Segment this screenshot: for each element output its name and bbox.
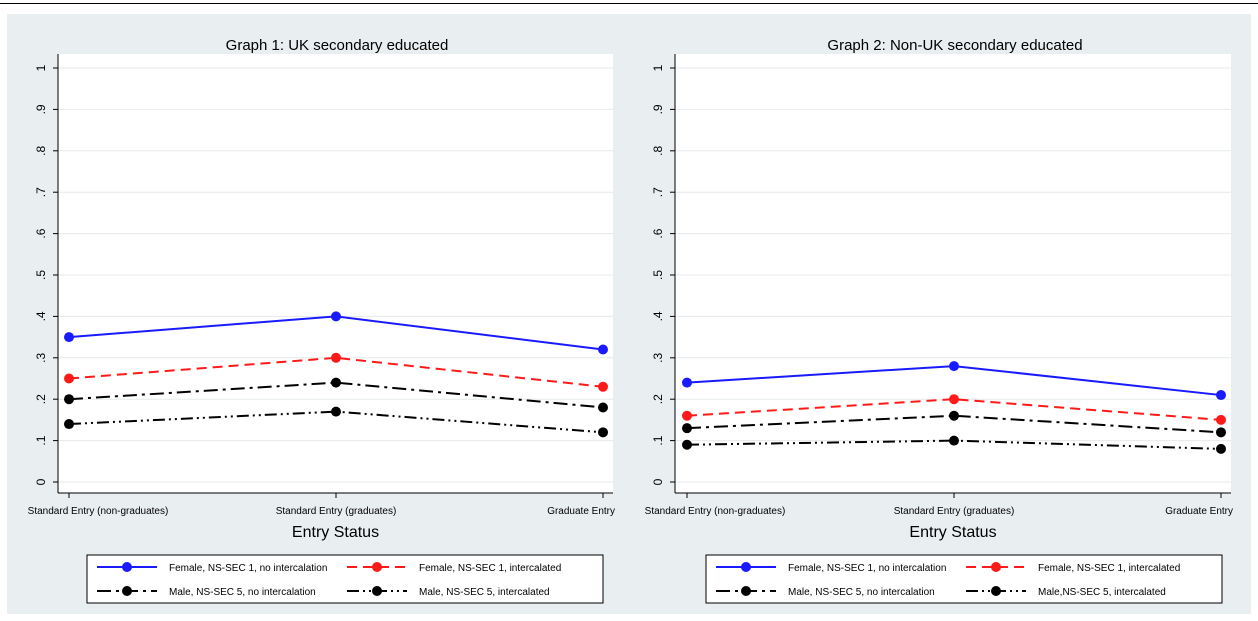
y-tick-label: .6 <box>651 228 665 238</box>
x-tick-label: Graduate Entry <box>1165 506 1233 517</box>
data-point <box>331 406 341 417</box>
data-point <box>1216 427 1226 438</box>
data-point <box>949 394 959 405</box>
legend-swatch-marker <box>122 562 132 572</box>
data-point <box>64 419 74 430</box>
x-tick-label: Standard Entry (non-graduates) <box>28 506 169 517</box>
x-tick-label: Graduate Entry <box>547 506 615 517</box>
legend-box <box>705 554 1223 604</box>
data-point <box>682 410 692 421</box>
series-line-2 <box>68 356 604 388</box>
y-tick-label: .5 <box>651 270 665 280</box>
series-line-4 <box>686 439 1222 450</box>
legend-box <box>86 554 604 604</box>
y-tick-label: .2 <box>651 394 665 404</box>
chart-title: Graph 1: UK secondary educated <box>226 37 449 54</box>
series-line-3 <box>686 414 1222 434</box>
y-tick-label: .4 <box>34 311 48 321</box>
legend-label: Male, NS-SEC 5, no intercalation <box>169 587 316 598</box>
data-point <box>1216 443 1226 454</box>
legend-label: Female, NS-SEC 1, no intercalation <box>788 563 946 574</box>
legend-label: Female, NS-SEC 1, intercalated <box>419 563 561 574</box>
legend-label: Male, NS-SEC 5, intercalated <box>419 587 550 598</box>
data-point <box>64 332 74 343</box>
data-point <box>949 361 959 372</box>
legend-swatch-marker <box>372 586 382 596</box>
y-tick-label: .8 <box>651 145 665 155</box>
data-point <box>682 439 692 450</box>
legend-swatch-marker <box>991 562 1001 572</box>
legend-label: Male,NS-SEC 5, intercalated <box>1038 587 1166 598</box>
series-line-4 <box>68 410 604 434</box>
data-point <box>1216 414 1226 425</box>
data-point <box>64 373 74 384</box>
y-tick-label: 0 <box>651 478 665 485</box>
data-point <box>331 352 341 363</box>
data-point <box>598 344 608 355</box>
legend-label: Female, NS-SEC 1, intercalated <box>1038 563 1180 574</box>
y-tick-label: .9 <box>651 104 665 114</box>
legend-swatch-marker <box>991 586 1001 596</box>
y-tick-label: .5 <box>34 270 48 280</box>
chart-2: Graph 2: Non-UK secondary educated 0 .1 .2.… <box>645 37 1233 604</box>
x-tick-label: Standard Entry (graduates) <box>894 506 1015 517</box>
legend-swatch-marker <box>741 586 751 596</box>
legend-swatch-marker <box>372 562 382 572</box>
y-tick-label: .2 <box>34 394 48 404</box>
legend-swatch-marker <box>741 562 751 572</box>
legend-label: Male, NS-SEC 5, no intercalation <box>788 587 935 598</box>
x-axis-title: Entry Status <box>292 524 379 541</box>
series-line-3 <box>68 381 604 409</box>
y-tick-label: .1 <box>34 435 48 445</box>
data-point <box>598 402 608 413</box>
data-point <box>682 377 692 388</box>
y-tick-label: 1 <box>651 64 665 71</box>
y-tick-label: .3 <box>651 352 665 362</box>
x-tick-label: Standard Entry (non-graduates) <box>645 506 786 517</box>
top-rule <box>0 3 1258 4</box>
y-tick-label: .8 <box>34 145 48 155</box>
y-tick-label: 1 <box>34 64 48 71</box>
legend-swatch-marker <box>122 586 132 596</box>
legend-label: Female, NS-SEC 1, no intercalation <box>169 563 327 574</box>
data-point <box>331 311 341 322</box>
y-tick-label: .1 <box>651 435 665 445</box>
series-line-2 <box>686 398 1222 421</box>
data-point <box>1216 390 1226 401</box>
y-tick-label: .4 <box>651 311 665 321</box>
data-point <box>949 410 959 421</box>
chart-title: Graph 2: Non-UK secondary educated <box>827 37 1082 54</box>
x-axis-title: Entry Status <box>909 524 996 541</box>
y-tick-label: .7 <box>34 187 48 197</box>
y-tick-label: .7 <box>651 187 665 197</box>
data-point <box>682 423 692 434</box>
data-point <box>949 435 959 446</box>
chart-1: Graph 1: UK secondary educated 0 .1 .2 .3 .4.… <box>28 37 615 604</box>
data-point <box>331 377 341 388</box>
y-tick-label: .3 <box>34 352 48 362</box>
y-tick-label: .6 <box>34 228 48 238</box>
plot-area <box>58 54 613 493</box>
x-tick-label: Standard Entry (graduates) <box>276 506 397 517</box>
data-point <box>598 427 608 438</box>
y-tick-label: .9 <box>34 104 48 114</box>
data-point <box>598 381 608 392</box>
y-tick-label: 0 <box>34 478 48 485</box>
data-point <box>64 394 74 405</box>
